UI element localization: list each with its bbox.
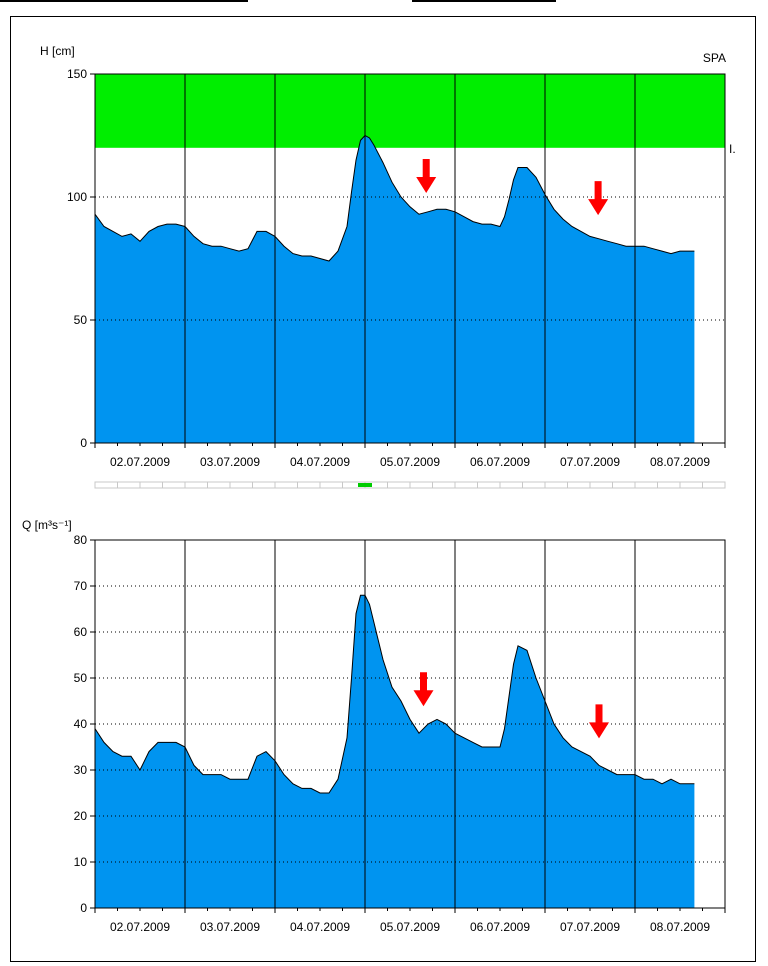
x-tick-label: 06.07.2009 [470, 920, 530, 934]
y-tick-label: 60 [74, 625, 88, 639]
y-tick-label: 80 [74, 533, 88, 547]
annotation-arrow [588, 181, 609, 216]
y-tick-label: 0 [80, 436, 87, 450]
y-tick-label: 30 [74, 763, 88, 777]
x-tick-label: 03.07.2009 [200, 455, 260, 469]
x-tick-label: 05.07.2009 [380, 920, 440, 934]
series-line [94, 594, 695, 794]
x-tick-label: 06.07.2009 [470, 455, 530, 469]
y-tick-label: 150 [67, 67, 87, 81]
y-tick-label: 70 [74, 579, 88, 593]
plot-q: 0 10 20 30 40 50 60 70 80 02.07.2009 03.07.2009 04.… [74, 533, 726, 934]
x-tick-label: 05.07.2009 [380, 455, 440, 469]
station-label: SPA [703, 51, 726, 65]
y-tick-label: 50 [74, 313, 88, 327]
y-tick-label: 50 [74, 671, 88, 685]
h-axis-label: H [cm] [40, 44, 75, 58]
alarm-band [95, 74, 725, 148]
y-tick-label: 40 [74, 717, 88, 731]
x-tick-label: 07.07.2009 [560, 455, 620, 469]
scrollbar-thumb[interactable] [358, 483, 372, 487]
y-tick-label: 0 [80, 901, 87, 915]
time-scrollbar[interactable] [94, 481, 726, 489]
x-tick-label: 07.07.2009 [560, 920, 620, 934]
top-rule-right [412, 0, 556, 2]
x-tick-label: 02.07.2009 [110, 455, 170, 469]
q-axis-label: Q [m³s⁻¹] [22, 518, 72, 532]
x-tick-label: 04.07.2009 [290, 920, 350, 934]
top-rule-left [0, 0, 248, 2]
annotation-arrow [589, 704, 609, 739]
plot-h: 0 50 100 150 02.07.2009 03.07.2009 04.07.2009 0… [67, 67, 726, 469]
annotation-arrow [416, 159, 437, 193]
x-tick-label: 08.07.2009 [650, 455, 710, 469]
y-tick-label: 10 [74, 855, 88, 869]
band-label: I. [729, 142, 736, 156]
x-tick-label: 02.07.2009 [110, 920, 170, 934]
series-line [94, 134, 695, 262]
y-tick-label: 20 [74, 809, 88, 823]
annotation-arrow [413, 672, 434, 707]
x-tick-label: 08.07.2009 [650, 920, 710, 934]
x-tick-label: 04.07.2009 [290, 455, 350, 469]
x-tick-label: 03.07.2009 [200, 920, 260, 934]
y-tick-label: 100 [67, 190, 87, 204]
